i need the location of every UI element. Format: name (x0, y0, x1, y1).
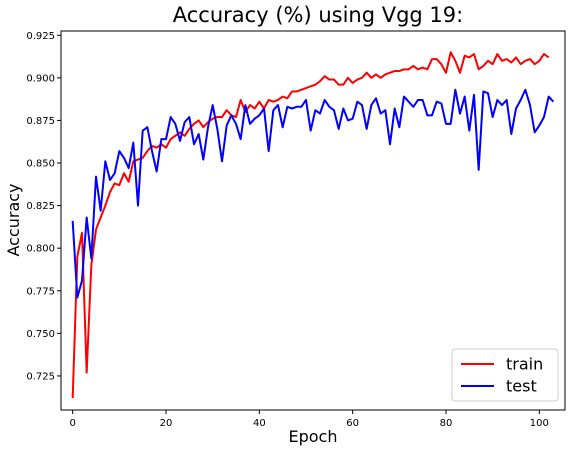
x-axis: 0 20 40 60 80 100 (69, 410, 549, 429)
chart-title: Accuracy (%) using Vgg 19: (173, 3, 463, 27)
legend-label-test: test (506, 377, 537, 396)
legend-box (451, 348, 559, 402)
y-tick-label: 0.925 (26, 31, 55, 42)
x-tick-label: 80 (440, 418, 453, 429)
y-tick-label: 0.900 (26, 73, 55, 84)
series-line-test (71, 88, 555, 299)
x-tick-label: 20 (160, 418, 173, 429)
y-tick-label: 0.875 (26, 116, 55, 127)
x-tick-label: 0 (69, 418, 75, 429)
y-tick-label: 0.800 (26, 244, 55, 255)
y-tick-label: 0.775 (26, 286, 55, 297)
plot-frame (60, 30, 566, 411)
y-tick-label: 0.850 (26, 159, 55, 170)
y-axis-label: Accuracy (4, 183, 23, 256)
legend-label-train: train (506, 355, 543, 374)
y-tick-label: 0.725 (26, 371, 55, 382)
y-axis: 0.725 0.750 0.775 0.800 0.825 0.850 0.875 0.900… (26, 31, 61, 382)
x-tick-label: 40 (253, 418, 266, 429)
y-tick-label: 0.750 (26, 329, 55, 340)
x-tick-label: 100 (530, 418, 549, 429)
x-tick-label: 60 (346, 418, 359, 429)
series-lines (71, 51, 555, 399)
legend: train test (451, 348, 559, 402)
x-axis-label: Epoch (289, 427, 338, 446)
y-tick-label: 0.825 (26, 201, 55, 212)
